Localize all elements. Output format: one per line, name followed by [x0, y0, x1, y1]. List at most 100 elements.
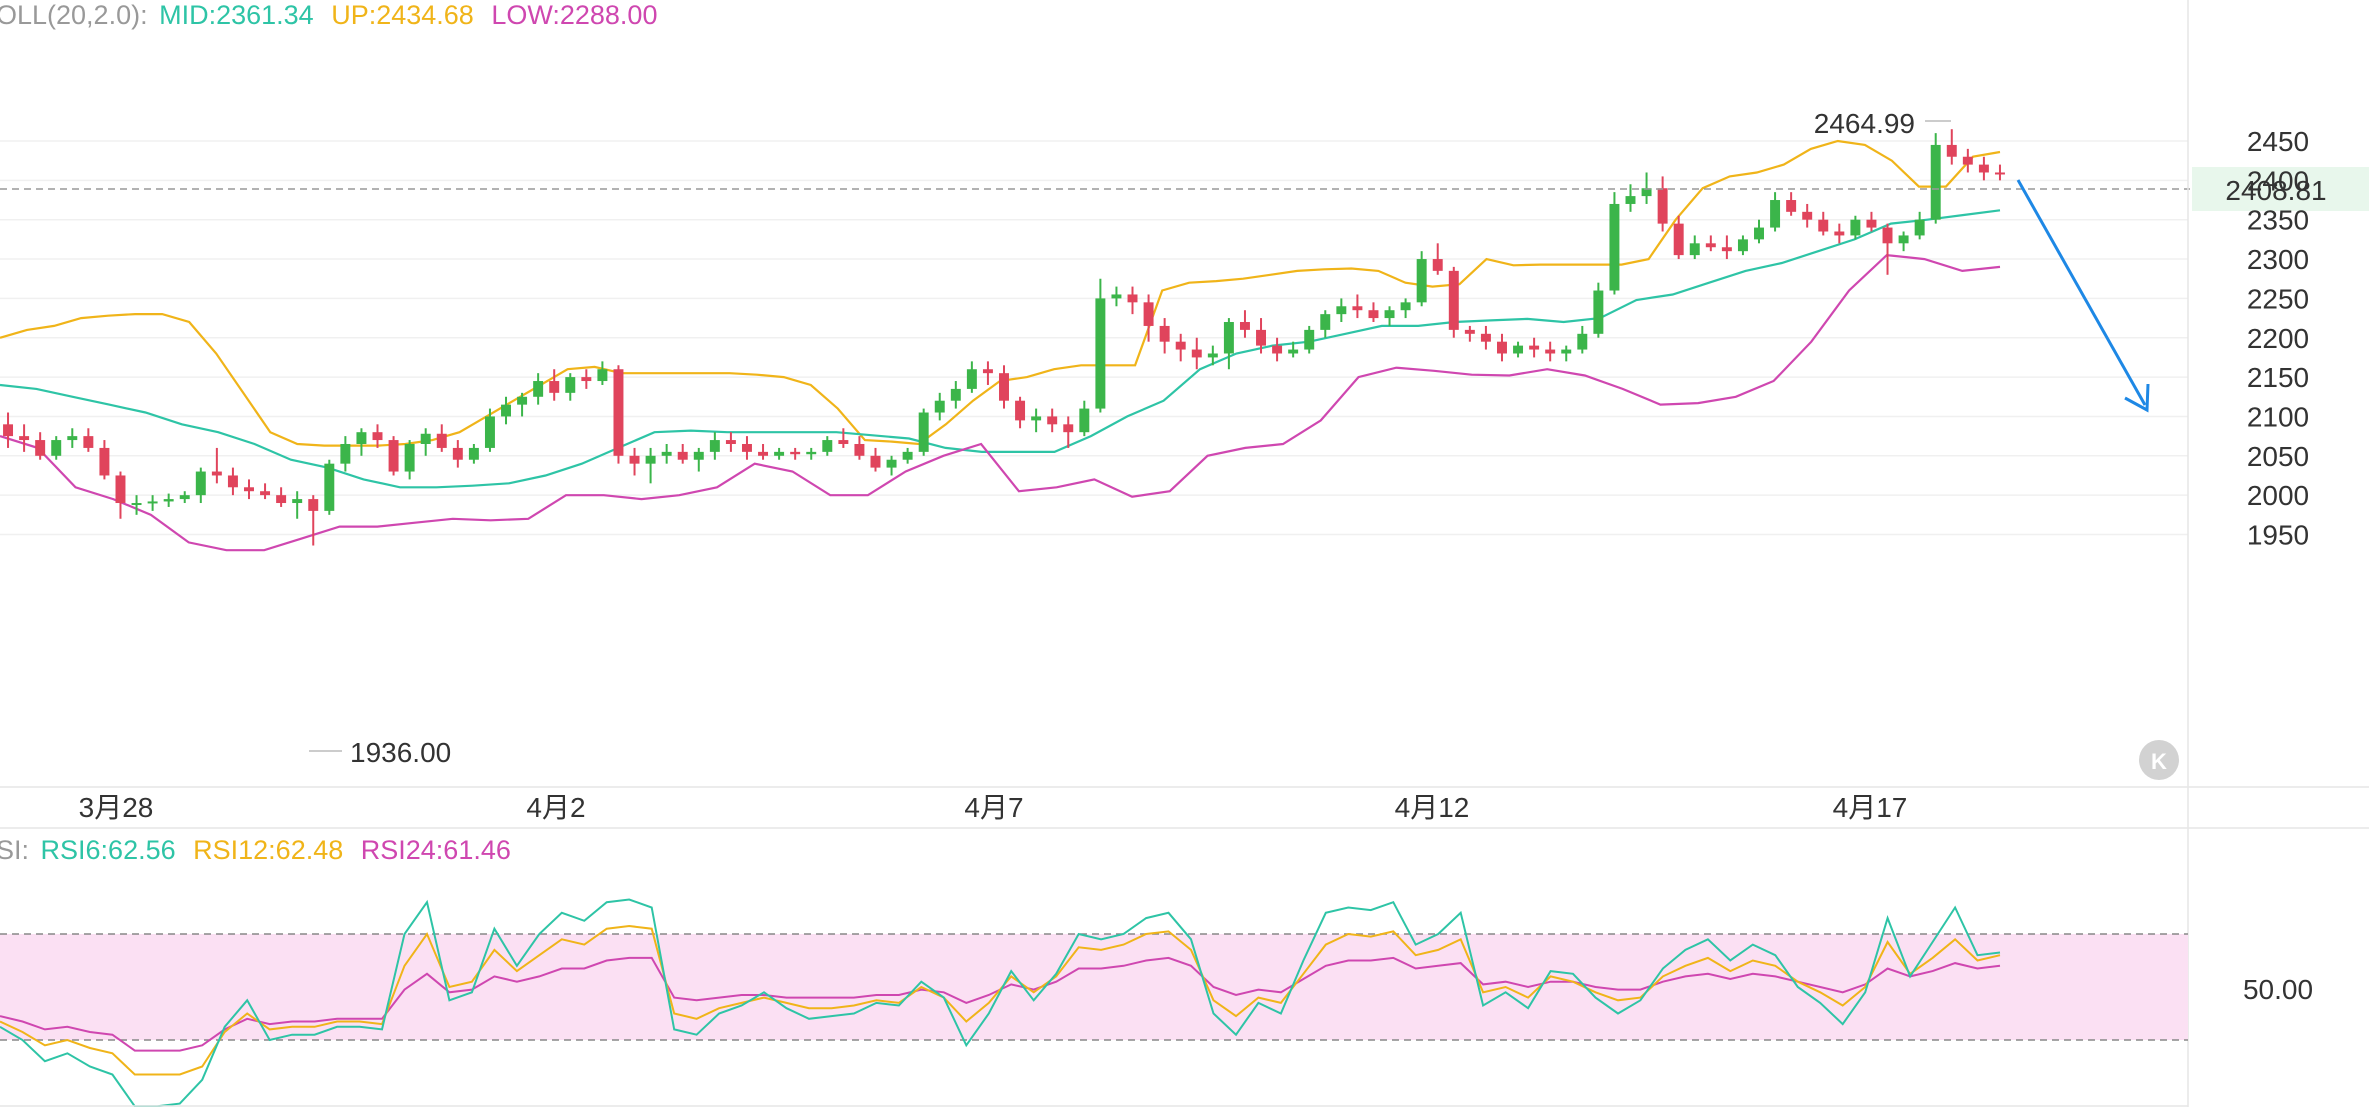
candle-body — [1802, 211, 1813, 220]
candle-body — [1239, 322, 1250, 330]
candle-body — [147, 501, 158, 504]
candle-body — [1545, 349, 1556, 354]
candle-body — [1593, 290, 1604, 334]
app-logo: K — [2139, 740, 2179, 780]
candle-body — [1866, 219, 1877, 228]
rsi-tick-50: 50.00 — [2243, 974, 2313, 1005]
price-tick-label: 2050 — [2247, 441, 2309, 472]
candle-body — [677, 451, 688, 460]
candle-body — [854, 443, 865, 456]
candle-body — [1175, 341, 1186, 350]
candle-body — [966, 369, 977, 389]
candle-body — [1368, 310, 1379, 319]
rsi-legend-rsi24: RSI24:61.46 — [361, 835, 511, 865]
candle-body — [468, 447, 479, 460]
candle-body — [1448, 270, 1459, 330]
price-tick-label: 2250 — [2247, 283, 2309, 314]
candle-body — [163, 499, 174, 502]
candle-body — [1721, 247, 1732, 252]
candle-body — [1432, 259, 1443, 271]
candle-body — [1464, 329, 1475, 334]
app-logo-glyph: K — [2151, 749, 2167, 774]
candle-body — [324, 463, 335, 511]
boll-legend: OLL(20,2.0): MID:2361.34 UP:2434.68 LOW:… — [0, 0, 657, 30]
price-tick-label: 2350 — [2247, 205, 2309, 236]
candle-body — [131, 503, 142, 506]
candle-body — [1223, 322, 1234, 354]
candle-body — [1946, 144, 1957, 157]
candle-body — [340, 443, 351, 464]
price-grid — [0, 140, 2188, 536]
candle-body — [693, 451, 704, 460]
candlestick-series — [3, 129, 2005, 546]
candle-body — [1352, 306, 1363, 311]
candle-body — [501, 404, 511, 417]
candle-body — [533, 381, 544, 397]
candle-body — [774, 451, 785, 456]
candle-body — [308, 499, 319, 511]
candle-body — [1577, 333, 1588, 350]
date-tick-apr17: 4月17 — [1833, 792, 1908, 823]
rsi-legend-prefix: SI: — [0, 835, 29, 865]
candle-body — [1416, 259, 1427, 303]
candle-body — [276, 495, 287, 504]
candle-body — [581, 377, 592, 382]
candle-body — [741, 443, 752, 452]
candle-body — [1079, 408, 1090, 433]
candle-body — [982, 369, 993, 374]
candle-body — [292, 499, 303, 504]
candle-body — [1609, 203, 1620, 291]
price-tick-label: 2450 — [2247, 126, 2309, 157]
candle-body — [195, 471, 206, 496]
candle-body — [452, 447, 463, 460]
date-tick-apr7: 4月7 — [964, 792, 1023, 823]
candle-body — [822, 440, 833, 452]
boll-legend-mid: MID:2361.34 — [159, 0, 314, 30]
current-price-tag-bg — [2192, 167, 2369, 211]
candle-body — [179, 495, 190, 500]
price-tick-label: 2000 — [2247, 480, 2309, 511]
candle-body — [709, 440, 720, 452]
price-tick-label: 2300 — [2247, 244, 2309, 275]
candle-body — [1882, 227, 1893, 244]
candle-body — [565, 377, 576, 393]
rsi12-line — [0, 924, 2001, 1076]
candle-body — [1978, 164, 1989, 173]
candle-body — [260, 491, 271, 496]
candle-body — [918, 412, 929, 452]
candle-body — [3, 424, 14, 437]
candle-body — [1207, 353, 1218, 358]
candle-body — [356, 432, 367, 444]
candle-body — [597, 369, 608, 382]
candle-body — [1994, 172, 2005, 175]
price-tick-label: 2100 — [2247, 401, 2309, 432]
candle-body — [67, 436, 78, 441]
forecast-arrow — [2016, 179, 2150, 413]
candle-body — [661, 451, 672, 456]
candle-body — [244, 487, 254, 492]
candle-body — [1754, 227, 1764, 240]
candle-body — [404, 443, 415, 472]
candle-body — [1111, 294, 1122, 299]
low-price-label: 1936.00 — [350, 737, 451, 768]
candle-body — [1095, 298, 1106, 409]
rsi-legend-rsi6: RSI6:62.56 — [41, 835, 176, 865]
boll-mid-line — [0, 209, 2001, 489]
candle-body — [1962, 156, 1973, 165]
rsi-legend: SI: RSI6:62.56 RSI12:62.48 RSI24:61.46 — [0, 835, 511, 865]
candle-body — [227, 475, 238, 488]
candle-body — [549, 381, 560, 393]
price-tick-label: 2200 — [2247, 323, 2309, 354]
candle-body — [1529, 345, 1540, 350]
candle-body — [420, 433, 431, 444]
candle-body — [1288, 349, 1299, 354]
candle-body — [484, 416, 495, 448]
date-tick-apr12: 4月12 — [1395, 792, 1470, 823]
candle-body — [1031, 416, 1042, 421]
candle-body — [902, 451, 913, 460]
candle-body — [1657, 188, 1668, 224]
candle-body — [372, 432, 383, 441]
candle-body — [886, 459, 897, 468]
candle-body — [1689, 243, 1700, 256]
